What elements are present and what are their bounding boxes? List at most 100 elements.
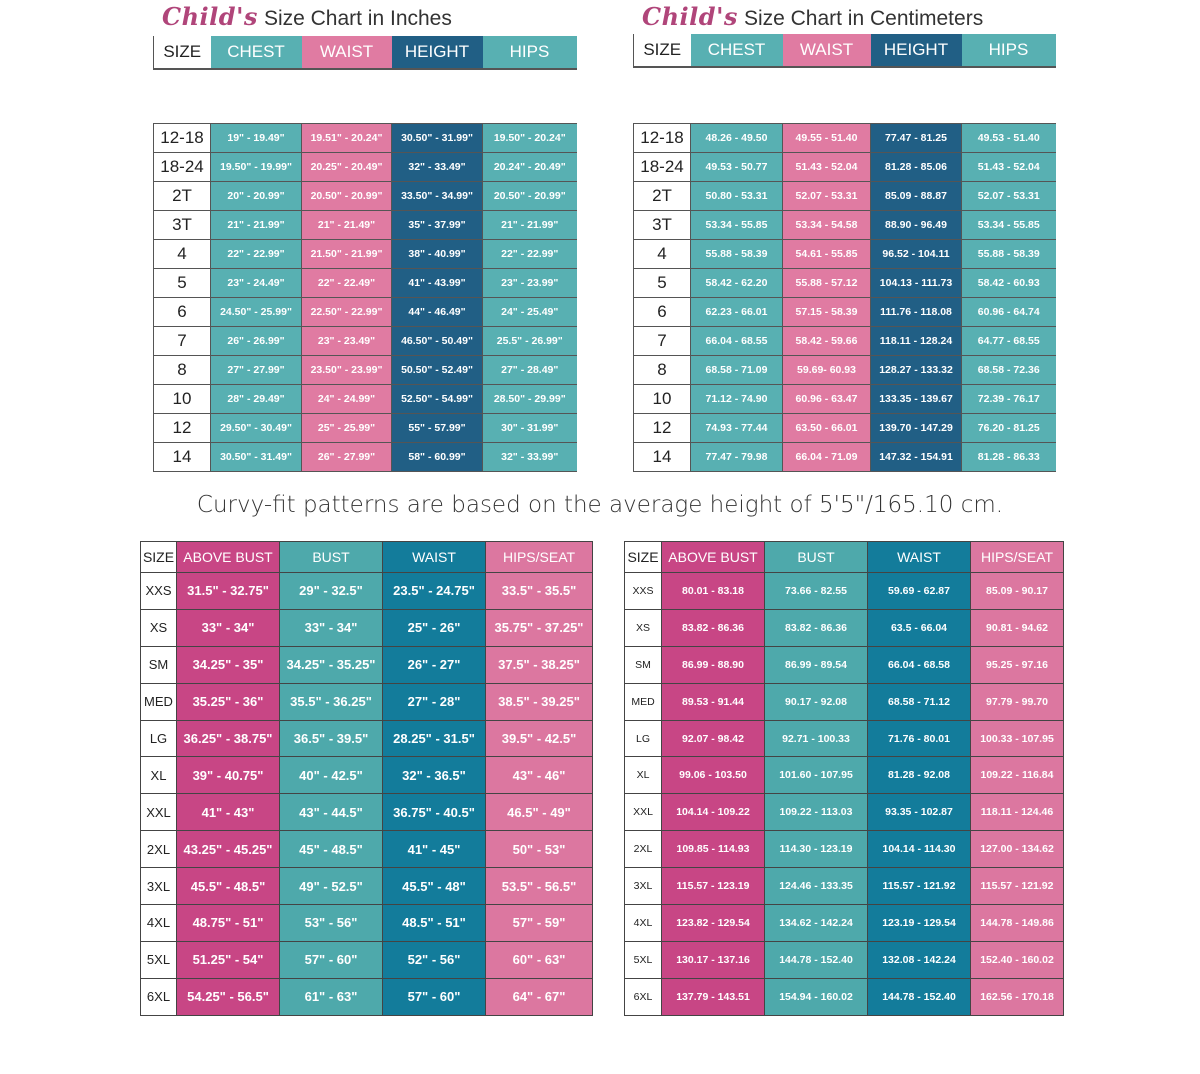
cell-waist: 41" - 45" bbox=[382, 830, 486, 869]
cell-size: 4 bbox=[633, 239, 691, 269]
header-waist: WAIST bbox=[867, 541, 971, 573]
cell-hips-seat: 85.09 - 90.17 bbox=[970, 572, 1064, 610]
cell-bust: 29" - 32.5" bbox=[279, 572, 383, 610]
cell-bust: 92.71 - 100.33 bbox=[764, 719, 868, 758]
cell-size: SM bbox=[624, 645, 662, 684]
cell-chest: 50.80 - 53.31 bbox=[690, 181, 783, 211]
cell-waist: 59.69 - 62.87 bbox=[867, 572, 971, 610]
table-row: 14 30.50" - 31.49" 26" - 27.99" 58" - 60.99… bbox=[153, 442, 577, 472]
cell-hips: 72.39 - 76.17 bbox=[961, 384, 1056, 414]
cell-above-bust: 104.14 - 109.22 bbox=[661, 793, 765, 832]
header-height: HEIGHT bbox=[391, 36, 483, 70]
cell-bust: 34.25" - 35.25" bbox=[279, 645, 383, 684]
cell-chest: 53.34 - 55.85 bbox=[690, 210, 783, 240]
cell-height: 38" - 40.99" bbox=[391, 239, 483, 269]
cell-size: 12 bbox=[633, 413, 691, 443]
cell-hips-seat: 64" - 67" bbox=[485, 977, 593, 1016]
table-header-row: SIZE ABOVE BUST BUST WAIST HIPS/SEAT bbox=[624, 541, 1064, 573]
cell-waist: 52.07 - 53.31 bbox=[782, 181, 871, 211]
cell-bust: 45" - 48.5" bbox=[279, 830, 383, 869]
cell-above-bust: 35.25" - 36" bbox=[176, 682, 280, 721]
cell-bust: 134.62 - 142.24 bbox=[764, 904, 868, 942]
cell-waist: 21" - 21.49" bbox=[301, 210, 392, 240]
cell-size: 8 bbox=[153, 355, 211, 385]
cell-height: 35" - 37.99" bbox=[391, 210, 483, 240]
cell-hips: 64.77 - 68.55 bbox=[961, 326, 1056, 356]
cell-chest: 27" - 27.99" bbox=[210, 355, 302, 385]
cell-height: 41" - 43.99" bbox=[391, 268, 483, 298]
cell-size: 3T bbox=[633, 210, 691, 240]
header-bust: BUST bbox=[764, 541, 868, 573]
header-hips-seat: HIPS/SEAT bbox=[970, 541, 1064, 573]
cell-hips: 76.20 - 81.25 bbox=[961, 413, 1056, 443]
cell-hips: 20.24" - 20.49" bbox=[482, 152, 577, 182]
cell-size: 10 bbox=[633, 384, 691, 414]
cell-bust: 57" - 60" bbox=[279, 940, 383, 979]
cell-above-bust: 43.25" - 45.25" bbox=[176, 830, 280, 869]
cell-waist: 23.50" - 23.99" bbox=[301, 355, 392, 385]
cell-hips-seat: 95.25 - 97.16 bbox=[970, 645, 1064, 684]
cell-size: 3XL bbox=[624, 867, 662, 906]
cell-waist: 52" - 56" bbox=[382, 940, 486, 979]
cell-waist: 104.14 - 114.30 bbox=[867, 830, 971, 869]
cell-waist: 51.43 - 52.04 bbox=[782, 152, 871, 182]
cell-height: 55" - 57.99" bbox=[391, 413, 483, 443]
cell-height: 88.90 - 96.49 bbox=[870, 210, 962, 240]
table-row: LG 92.07 - 98.42 92.71 - 100.33 71.76 - 80.… bbox=[624, 719, 1064, 758]
cell-waist: 63.5 - 66.04 bbox=[867, 608, 971, 647]
header-chest: CHEST bbox=[690, 34, 783, 68]
cell-bust: 90.17 - 92.08 bbox=[764, 682, 868, 721]
cell-hips: 53.34 - 55.85 bbox=[961, 210, 1056, 240]
cell-hips: 27" - 28.49" bbox=[482, 355, 577, 385]
cell-waist: 23.5" - 24.75" bbox=[382, 572, 486, 610]
cell-above-bust: 54.25" - 56.5" bbox=[176, 977, 280, 1016]
cell-bust: 124.46 - 133.35 bbox=[764, 867, 868, 906]
cell-waist: 48.5" - 51" bbox=[382, 904, 486, 942]
table-row: 5XL 130.17 - 137.16 144.78 - 152.40 132.08 … bbox=[624, 940, 1064, 979]
cell-hips: 60.96 - 64.74 bbox=[961, 297, 1056, 327]
cell-waist: 54.61 - 55.85 bbox=[782, 239, 871, 269]
cell-chest: 30.50" - 31.49" bbox=[210, 442, 302, 472]
cell-chest: 77.47 - 79.98 bbox=[690, 442, 783, 472]
cell-size: MED bbox=[624, 682, 662, 721]
cell-chest: 19" - 19.49" bbox=[210, 123, 302, 153]
cell-hips: 52.07 - 53.31 bbox=[961, 181, 1056, 211]
table-row: 4XL 48.75" - 51" 53" - 56" 48.5" - 51" 57" -… bbox=[140, 904, 593, 942]
table-row: 8 68.58 - 71.09 59.69- 60.93 128.27 - 133.3… bbox=[633, 355, 1056, 385]
cell-chest: 22" - 22.99" bbox=[210, 239, 302, 269]
cell-waist: 57" - 60" bbox=[382, 977, 486, 1016]
child-cm-header: SIZE CHEST WAIST HEIGHT HIPS bbox=[633, 34, 1056, 68]
cell-waist: 115.57 - 121.92 bbox=[867, 867, 971, 906]
cell-hips: 58.42 - 60.93 bbox=[961, 268, 1056, 298]
cell-above-bust: 80.01 - 83.18 bbox=[661, 572, 765, 610]
cell-hips-seat: 162.56 - 170.18 bbox=[970, 977, 1064, 1016]
cell-waist: 123.19 - 129.54 bbox=[867, 904, 971, 942]
cell-hips: 49.53 - 51.40 bbox=[961, 123, 1056, 153]
cell-hips: 81.28 - 86.33 bbox=[961, 442, 1056, 472]
child-inches-table: 12-18 19" - 19.49" 19.51" - 20.24" 30.50" -… bbox=[153, 123, 577, 472]
cell-waist: 21.50" - 21.99" bbox=[301, 239, 392, 269]
table-row: 2T 20" - 20.99" 20.50" - 20.99" 33.50" - 34… bbox=[153, 181, 577, 211]
cell-size: 5XL bbox=[624, 940, 662, 979]
table-row: 10 71.12 - 74.90 60.96 - 63.47 133.35 - 139… bbox=[633, 384, 1056, 414]
cell-waist: 66.04 - 71.09 bbox=[782, 442, 871, 472]
cell-height: 118.11 - 128.24 bbox=[870, 326, 962, 356]
cell-above-bust: 51.25" - 54" bbox=[176, 940, 280, 979]
cell-size: 7 bbox=[153, 326, 211, 356]
table-row: SM 34.25" - 35" 34.25" - 35.25" 26" - 27" 37… bbox=[140, 645, 593, 684]
header-hips-seat: HIPS/SEAT bbox=[485, 541, 593, 573]
cell-hips: 55.88 - 58.39 bbox=[961, 239, 1056, 269]
curvy-fit-note: Curvy-fit patterns are based on the aver… bbox=[196, 492, 1004, 518]
cell-hips-seat: 118.11 - 124.46 bbox=[970, 793, 1064, 832]
cell-waist: 32" - 36.5" bbox=[382, 756, 486, 795]
cell-above-bust: 123.82 - 129.54 bbox=[661, 904, 765, 942]
table-row: XXS 31.5" - 32.75" 29" - 32.5" 23.5" - 24.7… bbox=[140, 572, 593, 610]
cell-hips-seat: 43" - 46" bbox=[485, 756, 593, 795]
cell-size: 18-24 bbox=[153, 152, 211, 182]
cell-above-bust: 45.5" - 48.5" bbox=[176, 867, 280, 906]
cell-hips-seat: 115.57 - 121.92 bbox=[970, 867, 1064, 906]
cell-bust: 73.66 - 82.55 bbox=[764, 572, 868, 610]
table-row: 12-18 19" - 19.49" 19.51" - 20.24" 30.50" -… bbox=[153, 123, 577, 153]
cell-waist: 23" - 23.49" bbox=[301, 326, 392, 356]
cell-chest: 68.58 - 71.09 bbox=[690, 355, 783, 385]
